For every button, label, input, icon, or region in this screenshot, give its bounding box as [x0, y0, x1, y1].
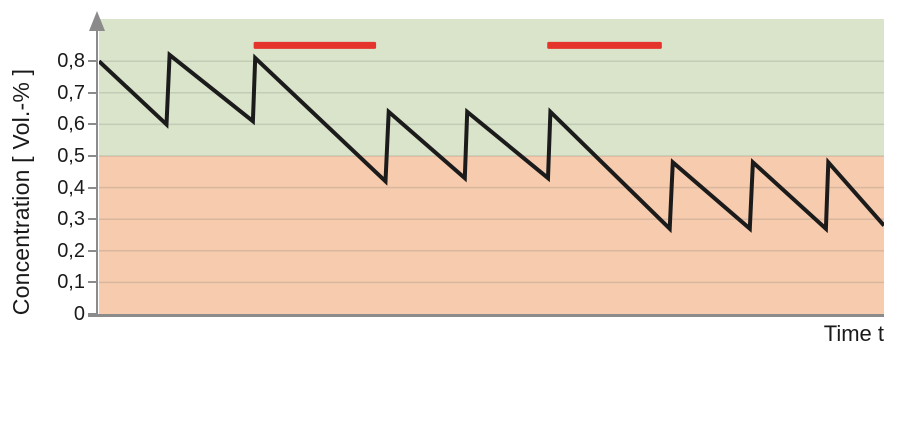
y-tick-mark: [88, 123, 97, 126]
y-tick-label: 0,7: [57, 81, 85, 104]
y-tick-label: 0,8: [57, 50, 85, 73]
y-tick-label: 0: [73, 303, 85, 325]
surfactant-concentration-line: [99, 50, 884, 234]
y-tick-label: 0,6: [57, 113, 85, 136]
y-tick-mark: [88, 249, 97, 252]
y-tick-label: 0,5: [57, 145, 85, 167]
y-tick-mark: [88, 281, 97, 284]
y-tick-mark: [88, 186, 97, 189]
concentration-chart: [99, 19, 884, 315]
y-tick-label: 0,3: [57, 208, 85, 231]
y-tick-label: 0,4: [57, 176, 85, 199]
y-tick-label: 0,1: [57, 271, 85, 294]
legend: Surfactant concentration Bath care: [0, 353, 912, 413]
plot-area: [99, 19, 884, 315]
y-axis-arrow-icon: [89, 11, 105, 31]
y-axis-title: Concentration [ Vol.-% ]: [8, 68, 34, 316]
y-axis-line: [96, 26, 98, 316]
zone-below-threshold: [99, 156, 884, 315]
y-tick-label: 0,2: [57, 239, 85, 262]
y-tick-mark: [88, 91, 97, 94]
zone-above-threshold: [99, 19, 884, 157]
x-axis-label: Time t: [823, 321, 884, 346]
bath-care-bar: [547, 41, 662, 49]
bath-care-bar: [253, 41, 377, 49]
y-tick-mark: [88, 218, 97, 221]
y-tick-mark: [88, 155, 97, 157]
y-tick-mark: [88, 60, 97, 63]
x-axis-line: [88, 314, 884, 317]
